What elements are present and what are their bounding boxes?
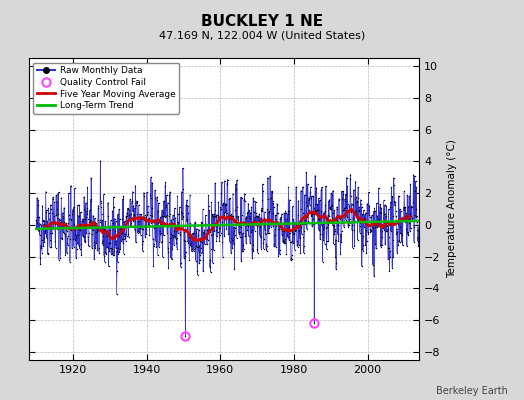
Y-axis label: Temperature Anomaly (°C): Temperature Anomaly (°C) — [447, 140, 457, 278]
Text: BUCKLEY 1 NE: BUCKLEY 1 NE — [201, 14, 323, 29]
Legend: Raw Monthly Data, Quality Control Fail, Five Year Moving Average, Long-Term Tren: Raw Monthly Data, Quality Control Fail, … — [34, 62, 179, 114]
Text: 47.169 N, 122.004 W (United States): 47.169 N, 122.004 W (United States) — [159, 30, 365, 40]
Text: Berkeley Earth: Berkeley Earth — [436, 386, 508, 396]
